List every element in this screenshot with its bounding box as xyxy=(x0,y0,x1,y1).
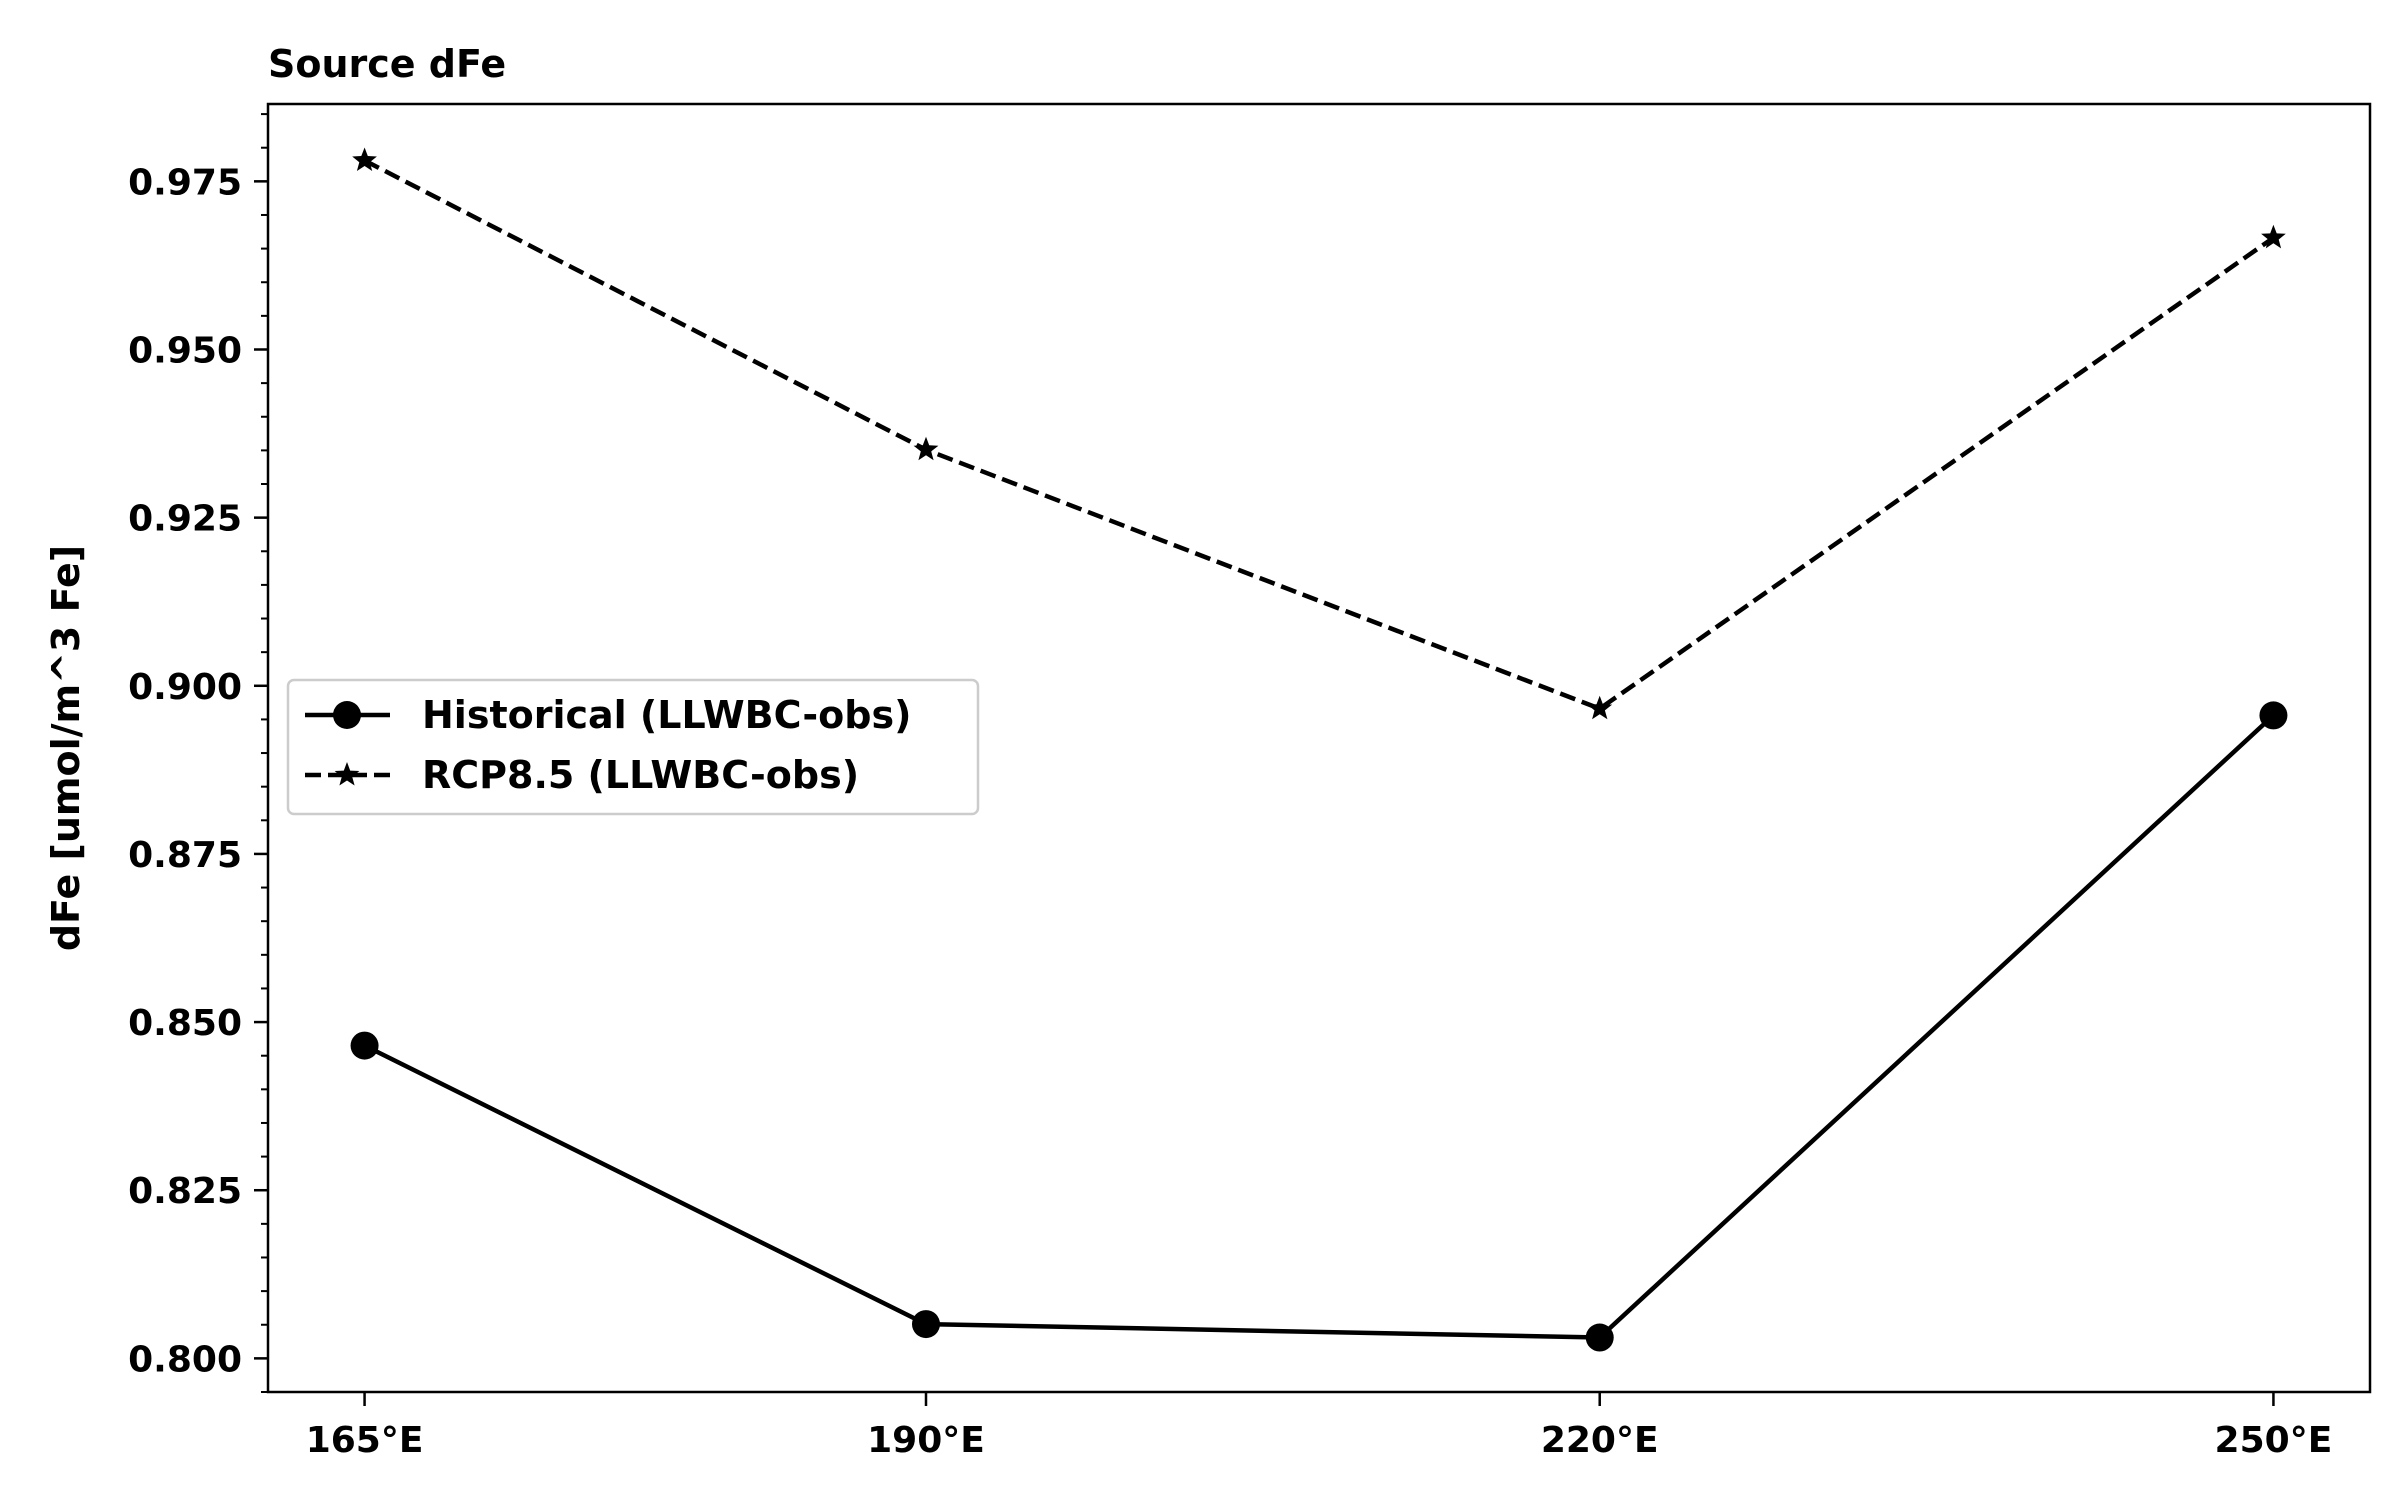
series-line-historical xyxy=(363,713,2275,1340)
legend-marker-rcp85 xyxy=(334,762,360,786)
y-tick-label: 0.925 xyxy=(128,499,242,540)
y-axis: 0.800 0.825 0.850 0.875 0.900 0.925 0.950 0.975 xyxy=(128,113,268,1393)
series-line-rcp85 xyxy=(363,158,2275,711)
data-point-historical xyxy=(350,1031,379,1060)
y-tick-label: 0.800 xyxy=(128,1339,242,1380)
legend-marker-historical xyxy=(333,701,361,729)
y-tick-label: 0.975 xyxy=(128,162,242,203)
plot-area-frame xyxy=(266,102,2372,1394)
y-tick-label: 0.825 xyxy=(128,1171,242,1212)
data-point-rcp85 xyxy=(2261,224,2286,249)
legend-box xyxy=(286,678,980,816)
legend-label-historical: Historical (LLWBC-obs) xyxy=(422,693,911,737)
y-tick-label: 0.850 xyxy=(128,1003,242,1044)
data-point-rcp85 xyxy=(352,147,377,171)
data-point-rcp85 xyxy=(913,436,939,461)
x-axis: 165°E 190°E 220°E 250°E xyxy=(306,1392,2333,1461)
x-tick-label: 220°E xyxy=(1541,1420,1659,1461)
data-point-historical xyxy=(1585,1323,1614,1352)
legend: Historical (LLWBC-obs) RCP8.5 (LLWBC-obs) xyxy=(286,678,980,816)
data-point-rcp85 xyxy=(1587,695,1613,720)
x-tick-label: 165°E xyxy=(306,1420,424,1461)
x-tick-label: 250°E xyxy=(2215,1420,2333,1461)
y-tick-label: 0.875 xyxy=(128,835,242,876)
y-axis-label: dFe [umol/m^3 Fe] xyxy=(44,545,88,951)
legend-label-rcp85: RCP8.5 (LLWBC-obs) xyxy=(422,753,859,797)
data-point-historical xyxy=(2259,701,2288,730)
series-layer xyxy=(350,147,2288,1352)
y-tick-label: 0.900 xyxy=(128,667,242,708)
chart-title: Source dFe xyxy=(268,42,506,86)
y-tick-label: 0.950 xyxy=(128,330,242,371)
data-point-historical xyxy=(911,1310,940,1339)
x-tick-label: 190°E xyxy=(867,1420,985,1461)
